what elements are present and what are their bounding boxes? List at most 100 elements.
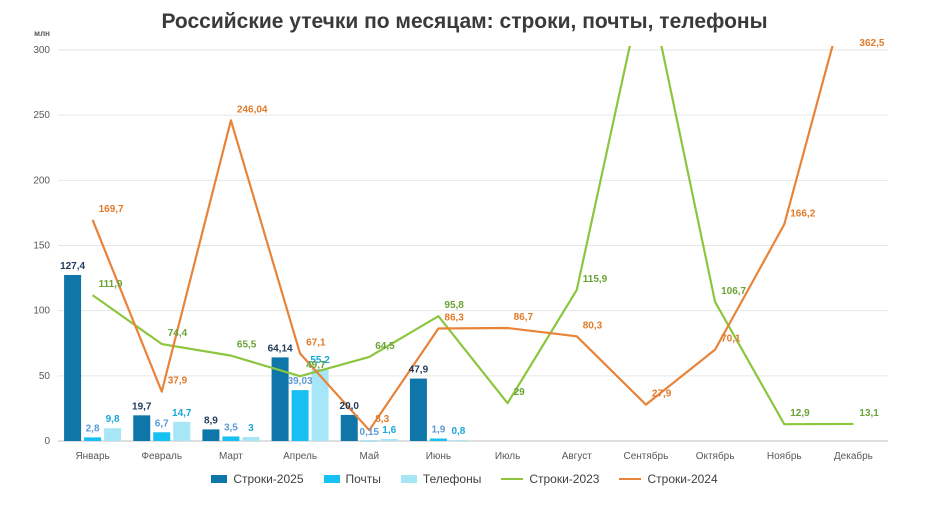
x-tick-label: Февраль — [141, 451, 182, 462]
bar — [291, 390, 309, 441]
line-data-label: 8,3 — [375, 414, 389, 425]
bar-data-label: 1,6 — [382, 425, 396, 436]
y-tick-label: 150 — [33, 241, 50, 252]
bar — [84, 437, 102, 441]
bar — [64, 274, 82, 441]
x-tick-label: Декабрь — [834, 450, 873, 462]
y-tick-label: 200 — [33, 175, 50, 186]
bar — [449, 439, 467, 441]
legend-item: Строки-2024 — [619, 472, 718, 486]
x-tick-label: Март — [219, 451, 243, 462]
legend-item: Телефоны — [400, 472, 482, 486]
y-tick-label: 300 — [33, 45, 50, 56]
legend-item: Строки-2023 — [501, 472, 599, 486]
line-data-label: 74,4 — [168, 328, 188, 339]
chart-title: Российские утечки по месяцам: строки, по… — [161, 10, 768, 33]
x-tick-label: Ноябрь — [767, 450, 802, 462]
line-data-label: 169,7 — [99, 204, 124, 215]
line-data-label: 37,9 — [168, 376, 188, 387]
bar-data-label: 2,8 — [86, 423, 100, 434]
y-axis-unit: млн — [34, 29, 50, 38]
bar — [222, 436, 240, 441]
series-line — [91, 46, 854, 426]
line-data-label: 70,1 — [721, 334, 741, 345]
legend-item: Строки-2025 — [211, 472, 304, 486]
legend-swatch — [619, 478, 642, 480]
bar-data-label: 1,9 — [431, 425, 445, 436]
line-data-label: 49,7 — [306, 360, 326, 371]
series-line — [91, 46, 834, 432]
line-data-label: 166,2 — [790, 208, 815, 219]
bar-data-label: 9,8 — [106, 414, 120, 425]
bar — [409, 378, 427, 441]
line-data-label: 246,04 — [237, 104, 268, 115]
x-tick-label: Май — [359, 451, 379, 462]
line-data-label: 67,1 — [306, 338, 326, 349]
legend: Строки-2025 Почты Телефоны Строки-2023 Строк… — [0, 472, 929, 486]
y-tick-label: 100 — [33, 306, 50, 317]
legend-item: Почты — [323, 472, 381, 486]
bar-data-label: 8,9 — [204, 415, 218, 426]
legend-swatch — [211, 475, 228, 483]
x-tick-label: Октябрь — [696, 450, 735, 462]
bar — [202, 429, 220, 441]
bar-data-label: 0,15 — [360, 427, 380, 438]
line-data-label: 12,9 — [790, 408, 810, 419]
bar-data-label: 14,7 — [172, 408, 192, 419]
line-data-label: 27,9 — [652, 389, 672, 400]
line-data-label: 80,3 — [583, 320, 603, 331]
legend-swatch — [400, 475, 417, 483]
bar — [173, 421, 191, 441]
legend-swatch — [323, 475, 340, 483]
line-data-label: 115,9 — [583, 274, 608, 285]
legend-label: Почты — [345, 472, 381, 486]
bar — [340, 414, 358, 441]
x-tick-label: Июнь — [426, 451, 451, 462]
line-data-label: 95,8 — [444, 300, 464, 311]
data-labels: 127,4 19,7 8,9 64,14 20,0 47,9 2,8 6,7 3,5 39,03 0… — [60, 38, 885, 438]
line-data-label: 29 — [514, 387, 526, 398]
x-tick-label: Апрель — [283, 451, 317, 462]
y-tick-label: 0 — [44, 436, 50, 447]
line-data-label: 106,7 — [721, 286, 746, 297]
y-tick-label: 250 — [33, 110, 50, 121]
bar-data-label: 127,4 — [60, 261, 85, 272]
bar — [271, 357, 289, 441]
bar — [360, 440, 378, 442]
line-data-label: 65,5 — [237, 340, 257, 351]
line-data-label: 86,3 — [444, 313, 464, 324]
bar-layer — [64, 274, 467, 442]
legend-swatch — [501, 478, 524, 480]
y-tick-label: 50 — [39, 371, 51, 382]
x-tick-label: Август — [562, 451, 593, 462]
x-tick-label: Январь — [75, 451, 109, 462]
bar-data-label: 47,9 — [409, 365, 429, 376]
bar-data-label: 55,2 — [310, 355, 330, 366]
bar-data-label: 39,03 — [288, 376, 313, 387]
line-data-label: 362,5 — [859, 38, 884, 49]
bar-data-label: 0,8 — [451, 426, 465, 437]
bar-data-label: 19,7 — [132, 401, 152, 412]
bar — [242, 437, 260, 441]
bar — [380, 438, 398, 441]
bar-data-label: 6,7 — [155, 418, 169, 429]
bar-data-label: 20,0 — [340, 401, 360, 412]
line-data-label: 86,7 — [514, 312, 534, 323]
x-tick-label: Июль — [495, 451, 521, 462]
bar — [104, 428, 122, 441]
legend-label: Строки-2025 — [233, 472, 304, 486]
x-tick-label: Сентябрь — [624, 450, 669, 462]
bar-data-label: 3,5 — [224, 422, 238, 433]
bar-data-label: 3 — [248, 423, 254, 434]
bar — [429, 438, 447, 441]
bar — [311, 369, 329, 441]
grid-lines — [58, 49, 888, 442]
line-data-label: 13,1 — [859, 408, 879, 419]
legend-label: Строки-2023 — [529, 472, 600, 486]
line-data-label: 111,9 — [99, 279, 123, 290]
bar — [133, 415, 151, 441]
legend-label: Строки-2024 — [647, 472, 718, 486]
legend-label: Телефоны — [422, 472, 482, 486]
line-data-label: 64,5 — [375, 341, 395, 352]
